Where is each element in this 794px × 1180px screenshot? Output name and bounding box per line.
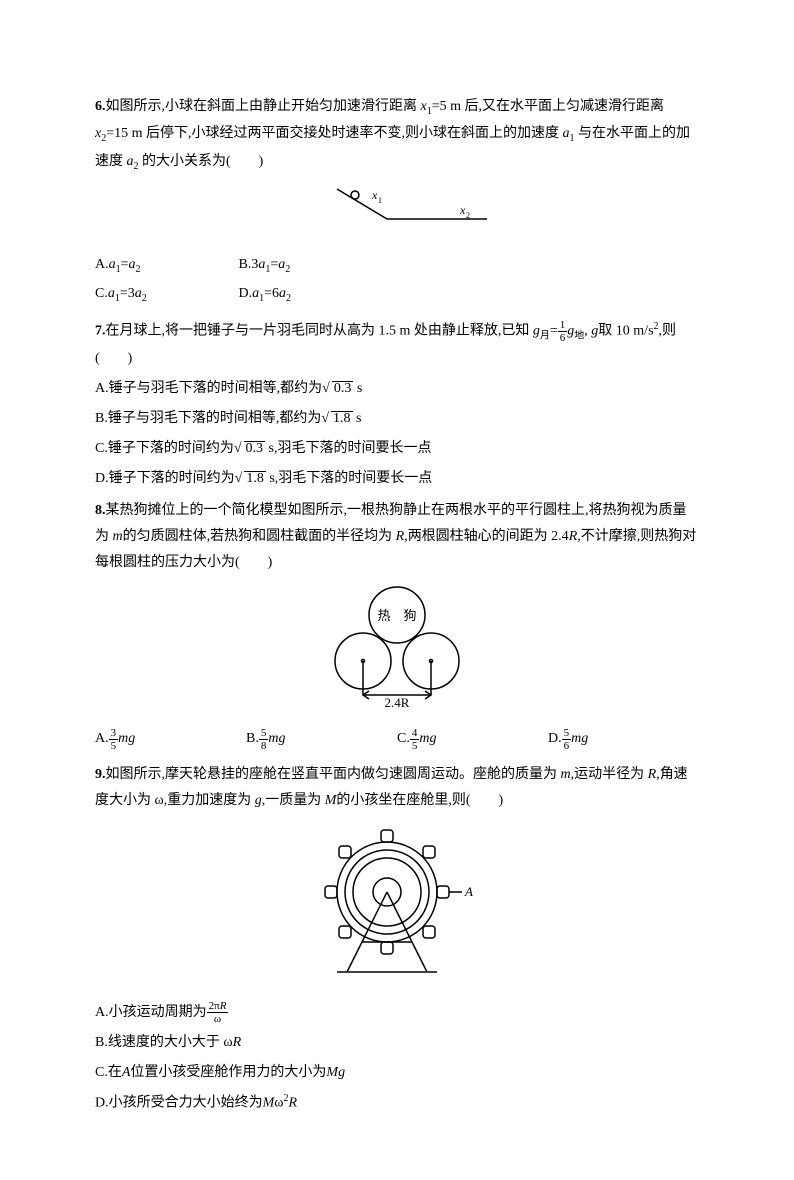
q8-optA[interactable]: A.35mg	[95, 726, 246, 752]
q8-optC[interactable]: C.45mg	[397, 726, 548, 752]
q7-optC[interactable]: C.锤子下落的时间约为√0.3 s,羽毛下落的时间要长一点	[95, 436, 699, 462]
svg-text:2: 2	[466, 211, 470, 220]
q7-optA[interactable]: A.锤子与羽毛下落的时间相等,都约为√0.3 s	[95, 376, 699, 402]
q9-body: 9.如图所示,摩天轮悬挂的座舱在竖直平面内做匀速圆周运动。座舱的质量为 m,运动…	[95, 762, 699, 814]
q7-optD[interactable]: D.锤子下落的时间约为√1.8 s,羽毛下落的时间要长一点	[95, 466, 699, 492]
q9-optA[interactable]: A.小孩运动周期为2πRω	[95, 1000, 699, 1026]
q8-optD[interactable]: D.56mg	[548, 726, 699, 752]
q6-optA[interactable]: A.a1=a2	[95, 252, 235, 279]
q6-optB[interactable]: B.3a1=a2	[239, 252, 379, 279]
svg-text:热 狗: 热 狗	[377, 608, 416, 623]
svg-text:1: 1	[378, 196, 382, 205]
q9-optB[interactable]: B.线速度的大小大于 ωR	[95, 1030, 699, 1056]
fraction-icon: 16	[558, 319, 568, 344]
q6-figure: x 1 x 2	[95, 184, 699, 244]
q6-body: 6.如图所示,小球在斜面上由静止开始匀加速滑行距离 x1=5 m 后,又在水平面…	[95, 94, 699, 176]
q6-optD[interactable]: D.a1=6a2	[239, 281, 379, 308]
q8-figure: 热 狗 2.4R	[95, 583, 699, 718]
svg-text:x: x	[371, 188, 378, 202]
q8-num: 8.	[95, 503, 106, 518]
q7-num: 7.	[95, 324, 106, 339]
svg-text:2.4R: 2.4R	[385, 695, 410, 708]
q7-optB[interactable]: B.锤子与羽毛下落的时间相等,都约为√1.8 s	[95, 406, 699, 432]
q8-optB[interactable]: B.58mg	[246, 726, 397, 752]
q9-optC[interactable]: C.在A位置小孩受座舱作用力的大小为Mg	[95, 1060, 699, 1086]
q6-optC[interactable]: C.a1=3a2	[95, 281, 235, 308]
svg-text:A: A	[464, 884, 473, 899]
q6-num: 6.	[95, 99, 106, 114]
q7-body: 7.在月球上,将一把锤子与一片羽毛同时从高为 1.5 m 处由静止释放,已知 g…	[95, 318, 699, 372]
q6-options-row2: C.a1=3a2 D.a1=6a2	[95, 281, 699, 308]
svg-text:x: x	[459, 203, 466, 217]
q9-optD[interactable]: D.小孩所受合力大小始终为Mω2R	[95, 1090, 699, 1117]
q6-options-row1: A.a1=a2 B.3a1=a2	[95, 252, 699, 279]
q8-body: 8.某热狗摊位上的一个简化模型如图所示,一根热狗静止在两根水平的平行圆柱上,将热…	[95, 498, 699, 576]
q9-num: 9.	[95, 767, 106, 782]
q9-figure: A	[95, 822, 699, 992]
q8-options: A.35mg B.58mg C.45mg D.56mg	[95, 726, 699, 752]
